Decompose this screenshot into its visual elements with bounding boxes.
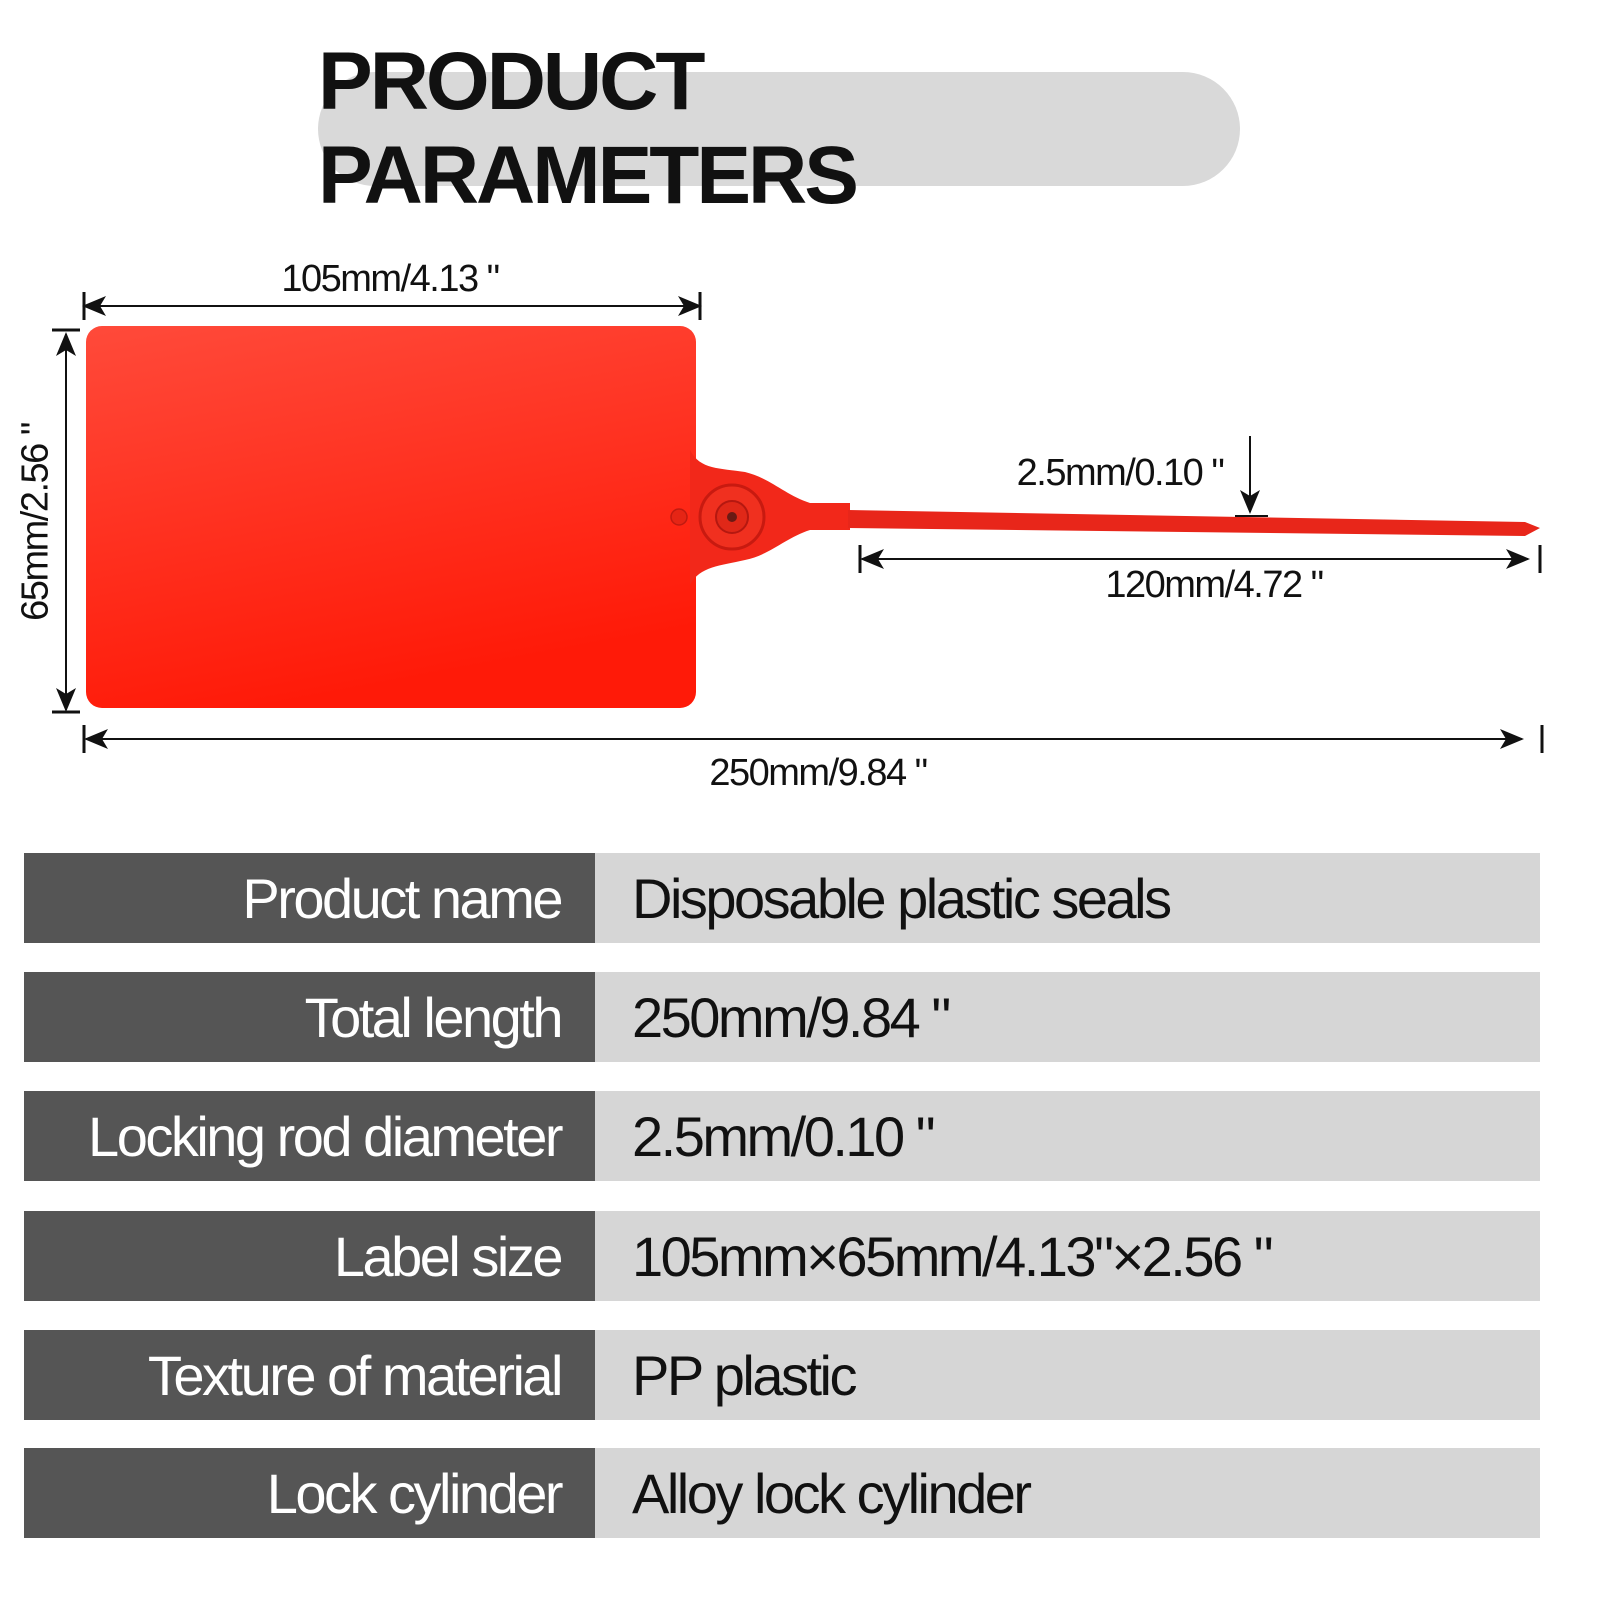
seal-dimension-diagram: [52, 292, 1544, 753]
total-length-label: 250mm/9.84 ": [709, 752, 928, 794]
param-label: Label size: [24, 1211, 595, 1301]
rod-length-label: 120mm/4.72 ": [1105, 564, 1324, 606]
title-banner: PRODUCT PARAMETERS: [318, 36, 1240, 221]
param-value: Alloy lock cylinder: [595, 1448, 1540, 1538]
param-row: Lock cylinder Alloy lock cylinder: [24, 1448, 1540, 1538]
rod-diameter-label: 2.5mm/0.10 ": [1016, 452, 1225, 494]
param-value: PP plastic: [595, 1330, 1540, 1420]
param-value: 250mm/9.84 ": [595, 972, 1540, 1062]
param-label: Product name: [24, 853, 595, 943]
height-label: 65mm/2.56 ": [14, 423, 57, 621]
param-label: Lock cylinder: [24, 1448, 595, 1538]
param-value: Disposable plastic seals: [595, 853, 1540, 943]
plastic-seal-image: [86, 326, 1540, 708]
param-row: Total length 250mm/9.84 ": [24, 972, 1540, 1062]
param-row: Product name Disposable plastic seals: [24, 853, 1540, 943]
param-value: 105mm×65mm/4.13"×2.56 ": [595, 1211, 1540, 1301]
param-label: Total length: [24, 972, 595, 1062]
param-row: Label size 105mm×65mm/4.13"×2.56 ": [24, 1211, 1540, 1301]
page-title: PRODUCT PARAMETERS: [318, 36, 859, 221]
param-label: Texture of material: [24, 1330, 595, 1420]
param-value: 2.5mm/0.10 ": [595, 1091, 1540, 1181]
param-label: Locking rod diameter: [24, 1091, 595, 1181]
param-row: Locking rod diameter 2.5mm/0.10 ": [24, 1091, 1540, 1181]
width-label: 105mm/4.13 ": [281, 258, 500, 300]
param-row: Texture of material PP plastic: [24, 1330, 1540, 1420]
